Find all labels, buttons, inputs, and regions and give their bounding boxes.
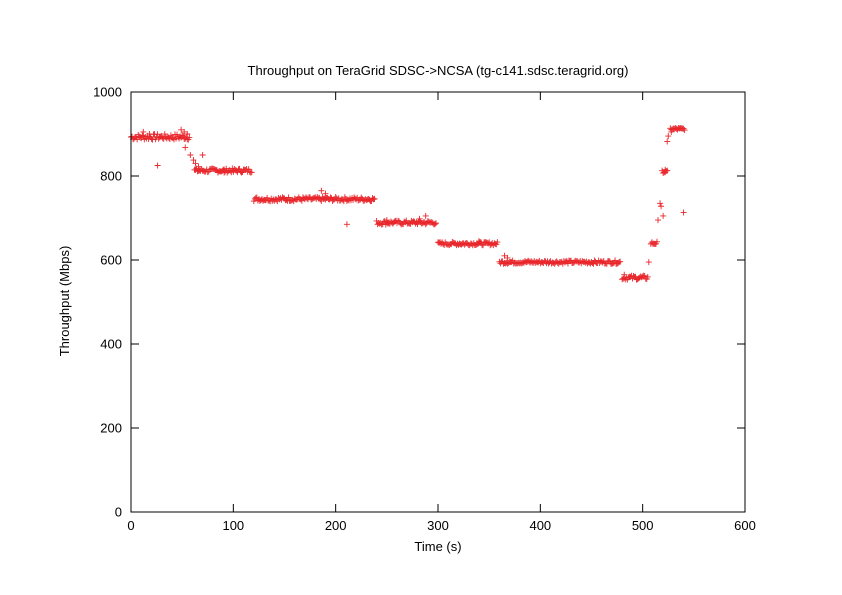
y-tick-label: 600: [100, 253, 122, 268]
data-point: [431, 221, 438, 228]
data-point: [179, 132, 186, 139]
data-point: [617, 258, 624, 265]
data-point: [327, 194, 334, 201]
data-point: [190, 157, 197, 164]
data-point: [134, 136, 141, 143]
data-point: [322, 190, 329, 197]
data-point: [146, 131, 153, 137]
data-point: [285, 194, 292, 201]
data-point: [475, 238, 482, 245]
data-point: [154, 131, 161, 138]
x-tick-label: 200: [325, 518, 347, 533]
data-points: [128, 125, 688, 283]
data-point: [480, 242, 487, 249]
y-tick-label: 800: [100, 169, 122, 184]
data-point: [432, 220, 439, 227]
data-point: [658, 203, 665, 210]
data-point: [181, 128, 188, 135]
data-point: [422, 212, 429, 219]
x-tick-label: 400: [529, 518, 551, 533]
data-point: [187, 152, 194, 158]
data-point: [664, 138, 671, 145]
data-point: [644, 273, 651, 280]
data-point: [343, 221, 350, 228]
data-point: [657, 200, 664, 207]
chart-title: Throughput on TeraGrid SDSC->NCSA (tg-c1…: [248, 63, 629, 78]
y-tick-label: 0: [115, 505, 122, 520]
data-point: [186, 134, 193, 141]
x-axis-label: Time (s): [414, 539, 461, 554]
data-point: [358, 194, 365, 201]
y-tick-label: 200: [100, 421, 122, 436]
y-tick-label: 1000: [93, 85, 122, 100]
data-point: [221, 169, 228, 176]
data-point: [332, 194, 339, 201]
data-point: [621, 271, 628, 278]
data-point: [230, 168, 237, 175]
x-tick-label: 500: [632, 518, 654, 533]
plot-frame: [130, 91, 746, 513]
data-point: [371, 195, 378, 202]
data-point: [318, 187, 325, 194]
axis-ticks: 0 100 200 300 400 500 600 0 200 400 600 800 1000: [93, 85, 756, 534]
data-point: [383, 217, 390, 224]
y-axis-label: Throughput (Mbps): [57, 246, 72, 357]
x-tick-label: 100: [222, 518, 244, 533]
data-point: [184, 131, 191, 137]
data-point: [416, 215, 423, 222]
data-point: [655, 217, 662, 224]
data-point: [612, 257, 619, 264]
data-point: [139, 132, 146, 139]
data-point: [641, 272, 648, 279]
x-tick-label: 600: [734, 518, 756, 533]
data-point: [662, 166, 669, 173]
data-point: [195, 163, 202, 170]
data-point: [236, 165, 243, 172]
data-point: [668, 128, 675, 135]
data-point: [494, 239, 501, 246]
data-point: [199, 152, 206, 158]
y-tick-label: 400: [100, 337, 122, 352]
x-tick-label: 0: [127, 518, 134, 533]
data-point: [161, 131, 168, 138]
data-point: [248, 169, 255, 176]
data-point: [681, 127, 688, 134]
data-point: [653, 238, 660, 245]
data-point: [154, 162, 161, 169]
data-point: [178, 126, 185, 133]
data-point: [645, 259, 652, 266]
data-point: [140, 128, 147, 135]
x-tick-label: 300: [427, 518, 449, 533]
data-point: [182, 144, 189, 151]
data-point: [660, 212, 667, 219]
data-point: [680, 209, 687, 216]
data-point: [192, 160, 199, 167]
data-point: [680, 125, 687, 132]
data-point: [245, 166, 252, 173]
data-point: [665, 133, 672, 140]
data-point: [504, 254, 511, 261]
data-point: [501, 252, 508, 259]
